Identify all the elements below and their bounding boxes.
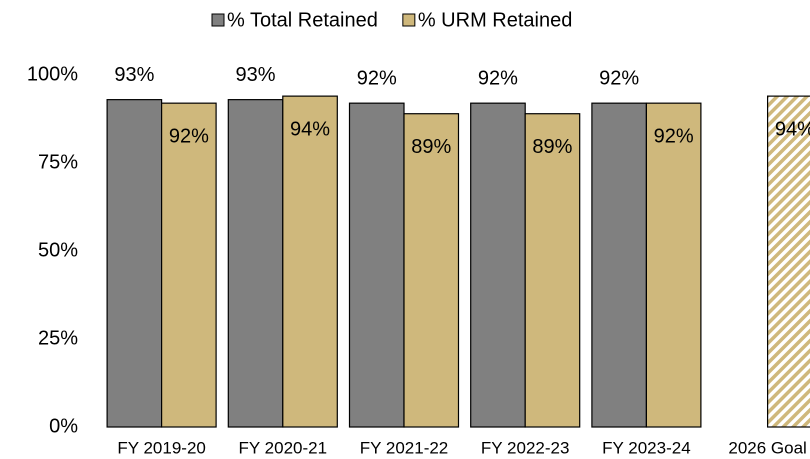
x-tick-label: FY 2021-22 [360,438,449,457]
legend-swatch [211,13,225,27]
bar [348,102,405,428]
data-label: 93% [236,64,276,86]
data-label: 92% [357,67,397,89]
legend-label: % Total Retained [227,9,378,31]
y-tick-label: 25% [38,327,78,349]
y-tick-label: 75% [38,151,78,173]
bar [282,95,338,428]
bar [106,99,163,428]
bar [161,102,217,428]
bar [766,95,810,428]
x-tick-label: 2026 Goal [728,438,806,457]
bar [591,102,648,428]
legend-label: % URM Retained [418,9,573,31]
data-label: 92% [478,67,518,89]
bar [403,113,460,428]
x-tick-label: FY 2023-24 [602,438,691,457]
x-tick-label: FY 2022-23 [481,438,570,457]
data-label: 92% [654,125,694,147]
data-label: 92% [599,67,639,89]
y-tick-label: 50% [38,239,78,261]
bar [227,99,284,428]
bar [645,102,702,428]
legend-swatch [402,13,416,27]
y-tick-label: 0% [49,415,78,437]
data-label: 93% [114,64,154,86]
data-label: 92% [169,125,209,147]
bar [524,113,581,428]
x-tick-label: FY 2019-20 [117,438,206,457]
x-tick-label: FY 2020-21 [239,438,328,457]
data-label: 89% [411,136,451,158]
y-tick-label: 100% [27,63,78,85]
bar [470,102,526,428]
data-label: 94% [775,118,810,140]
data-label: 94% [290,118,330,140]
data-label: 89% [532,136,572,158]
